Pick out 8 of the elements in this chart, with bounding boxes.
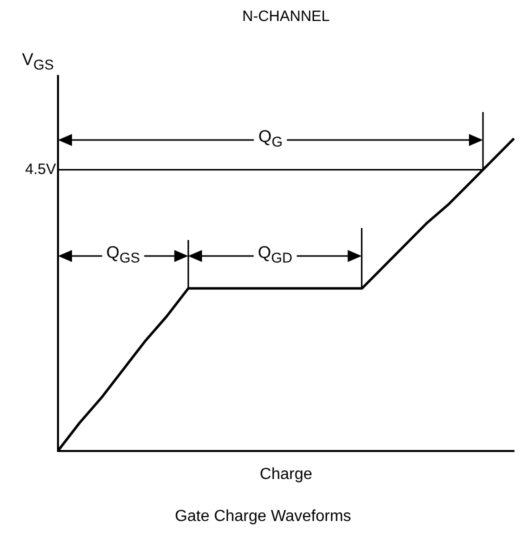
text: Gate Charge Waveforms	[174, 508, 352, 526]
ref-line-label: 4.5V	[25, 160, 56, 178]
annotation: Q$_{G}$	[254, 126, 287, 150]
y-axis-title: V$_{GS}$	[22, 50, 54, 74]
x-axis-title: Charge	[260, 466, 312, 483]
annotation: Q$_{GS}$	[102, 244, 144, 267]
annotation: Q$_{GD}$	[254, 244, 296, 267]
chart-title: N-CHANNEL	[242, 8, 330, 26]
